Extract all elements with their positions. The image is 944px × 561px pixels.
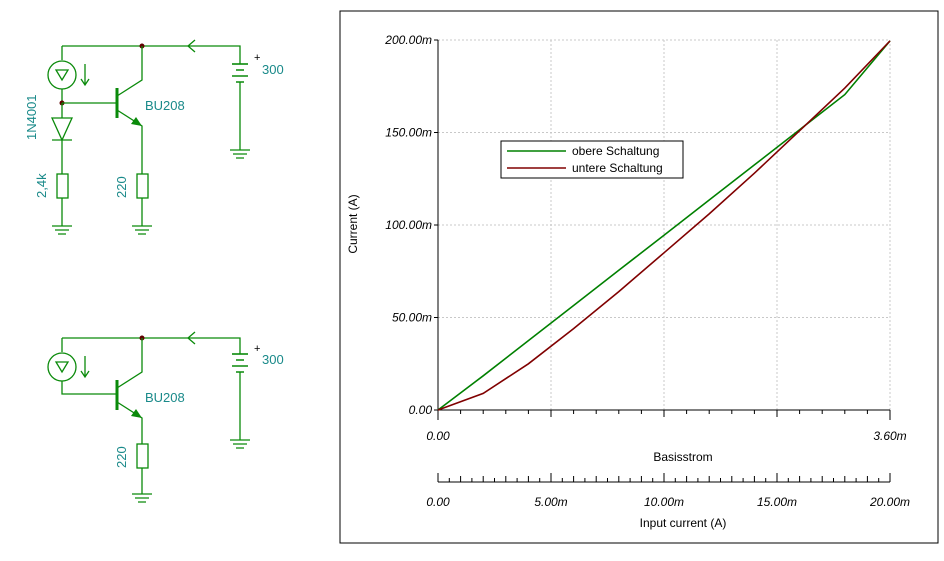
y-tick-label: 100.00m: [385, 218, 432, 232]
voltage-label: 300: [262, 352, 284, 367]
battery-plates: [232, 69, 248, 83]
y-tick-label: 200.00m: [384, 33, 432, 47]
battery-plates: [232, 359, 248, 373]
transistor-emitter: [116, 401, 143, 444]
y-tick-label: 50.00m: [392, 311, 432, 325]
circuit-top: + 300 BU208 1N4001 2,4k 220: [24, 39, 284, 235]
resistor-base-icon: [56, 173, 69, 199]
transistor-collector: [116, 46, 143, 97]
legend-box: [500, 140, 684, 179]
transistor-label: BU208: [145, 98, 185, 113]
current-probe-icon: [187, 331, 196, 345]
plus-sign: +: [254, 52, 260, 64]
resistor-emitter-label: 220: [114, 446, 129, 468]
x-axis-ticks: 0.00 3.60m: [426, 409, 907, 443]
current-probe-icon: [187, 39, 196, 53]
transistor-label: BU208: [145, 390, 185, 405]
chart-series: [437, 40, 891, 411]
resistor-emitter-label: 220: [114, 176, 129, 198]
emitter-arrow-icon: [131, 117, 142, 126]
current-source-triangle-icon: [54, 69, 70, 82]
chart-legend: obere Schaltung untere Schaltung: [500, 140, 684, 179]
resistor-base-label: 2,4k: [34, 173, 49, 198]
series-line-2: [437, 40, 891, 411]
x2-tick-label: 20.00m: [869, 495, 910, 509]
x-axis-label: Basisstrom: [653, 450, 712, 464]
top-rail-wire: [62, 337, 241, 354]
circuit-bottom: + 300 BU208 220: [47, 331, 284, 503]
current-direction-arrow-icon: [80, 64, 90, 87]
legend-label-2: untere Schaltung: [572, 161, 663, 175]
current-source-icon: [47, 352, 77, 382]
ground-icon: [230, 372, 250, 449]
resistor-emitter-icon: [136, 443, 149, 469]
ground-icon: [52, 198, 72, 235]
resistor-emitter-icon: [136, 173, 149, 199]
chart: 0.00 50.00m 100.00m 150.00m 200.00m 0.00 3.60…: [339, 10, 939, 544]
chart-grid: [438, 39, 891, 410]
y-axis-label: Current (A): [346, 194, 360, 253]
y-tick-label: 150.00m: [385, 126, 432, 140]
base-wire: [61, 381, 117, 395]
x-tick-label: 0.00: [426, 429, 450, 443]
x-tick-label: 3.60m: [873, 429, 906, 443]
secondary-x-axis: 0.00 5.00m 10.00m 15.00m 20.00m: [426, 473, 910, 509]
series-line-1: [437, 40, 891, 411]
plus-sign: +: [254, 343, 260, 355]
legend-label-1: obere Schaltung: [572, 144, 659, 158]
transistor-emitter: [116, 109, 143, 174]
x2-tick-label: 15.00m: [757, 495, 797, 509]
emitter-arrow-icon: [131, 409, 142, 418]
y-tick-label: 0.00: [409, 403, 433, 417]
diode-label: 1N4001: [24, 94, 39, 140]
transistor-collector: [116, 338, 143, 389]
diode-icon: [50, 117, 74, 142]
y-axis-ticks: 0.00 50.00m 100.00m 150.00m 200.00m: [384, 33, 439, 417]
ground-icon: [132, 468, 152, 503]
top-rail-wire: [62, 45, 241, 64]
ground-icon: [132, 198, 152, 235]
current-source-triangle-icon: [54, 361, 70, 374]
x2-tick-label: 0.00: [426, 495, 450, 509]
x2-tick-label: 10.00m: [644, 495, 684, 509]
current-source-icon: [47, 60, 77, 90]
current-direction-arrow-icon: [80, 356, 90, 379]
secondary-x-axis-label: Input current (A): [640, 516, 727, 530]
voltage-label: 300: [262, 62, 284, 77]
ground-icon: [230, 82, 250, 159]
x2-tick-label: 5.00m: [534, 495, 567, 509]
